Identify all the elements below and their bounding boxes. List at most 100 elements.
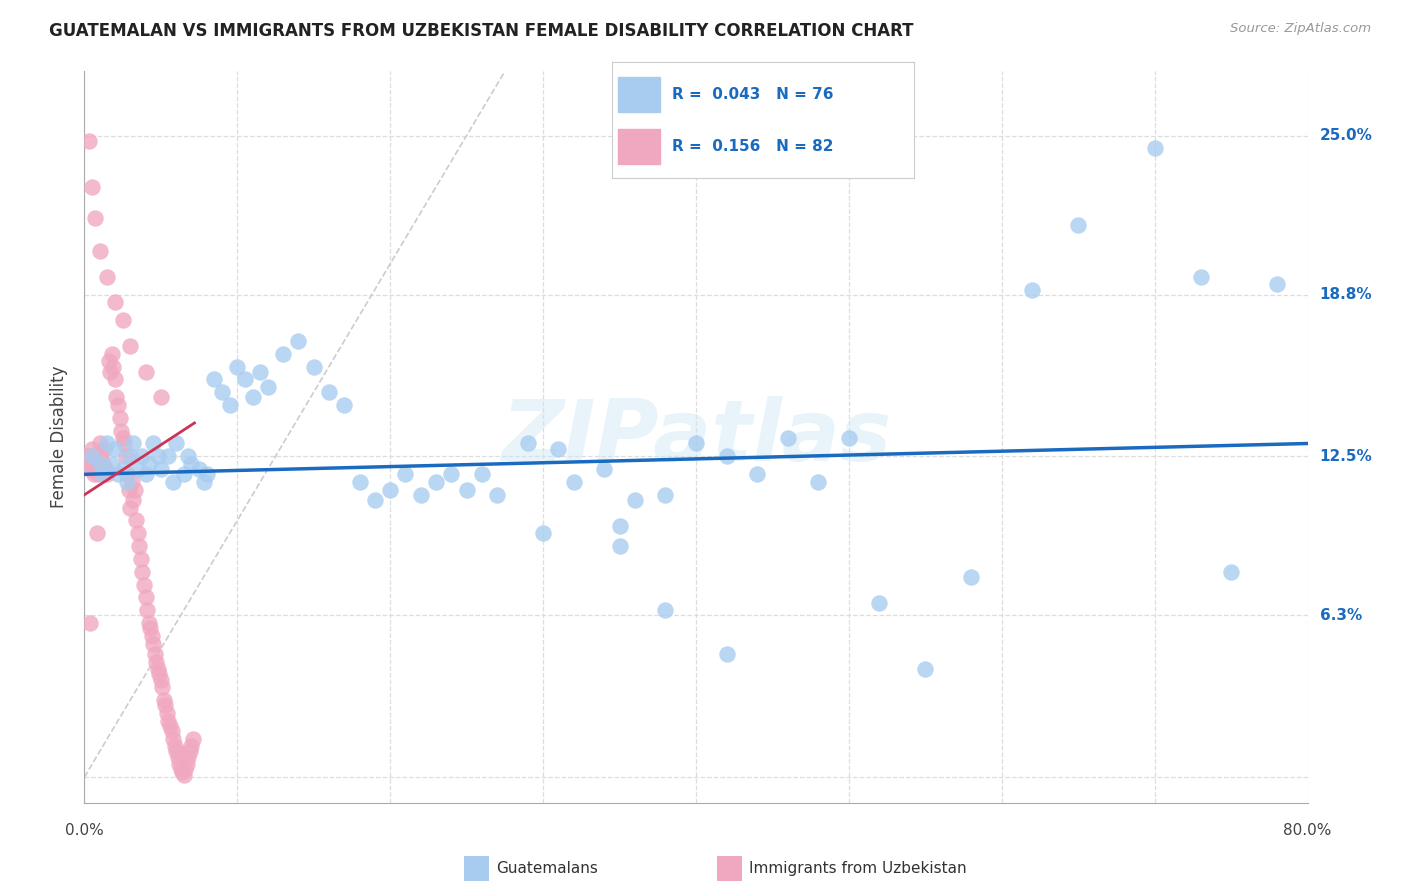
Point	[118, 483, 141, 497]
Point	[142, 436, 165, 450]
Text: 80.0%: 80.0%	[1284, 823, 1331, 838]
Point	[111, 313, 134, 327]
Point	[193, 475, 215, 489]
Point	[180, 457, 202, 471]
Point	[145, 655, 167, 669]
Point	[776, 431, 799, 445]
Point	[914, 662, 936, 676]
Point	[160, 723, 183, 738]
Point	[242, 390, 264, 404]
Point	[104, 442, 127, 456]
Point	[960, 570, 983, 584]
Point	[716, 450, 738, 464]
Point	[195, 467, 218, 482]
Point	[179, 744, 201, 758]
Point	[271, 346, 294, 360]
Point	[157, 450, 180, 464]
Point	[547, 442, 569, 456]
Text: Guatemalans: Guatemalans	[496, 862, 598, 876]
Point	[593, 462, 616, 476]
Point	[1265, 277, 1288, 292]
Point	[173, 467, 195, 482]
Point	[149, 462, 172, 476]
Point	[188, 462, 211, 476]
Point	[162, 475, 184, 489]
Point	[138, 616, 160, 631]
Point	[364, 492, 387, 507]
Point	[155, 698, 177, 713]
Point	[115, 467, 138, 482]
Point	[257, 380, 280, 394]
Point	[111, 462, 134, 476]
Text: 18.8%: 18.8%	[1320, 287, 1372, 302]
Point	[562, 475, 585, 489]
Point	[807, 475, 830, 489]
Point	[176, 757, 198, 772]
Point	[170, 763, 193, 777]
Point	[440, 467, 463, 482]
Point	[159, 719, 181, 733]
Point	[79, 462, 101, 476]
Y-axis label: Female Disability: Female Disability	[51, 366, 69, 508]
Point	[141, 629, 163, 643]
Point	[471, 467, 494, 482]
Point	[131, 450, 153, 464]
Point	[1021, 283, 1043, 297]
Point	[177, 450, 200, 464]
Point	[146, 450, 169, 464]
Point	[104, 295, 127, 310]
Point	[104, 372, 127, 386]
Point	[101, 346, 124, 360]
Point	[136, 603, 159, 617]
Point	[135, 365, 157, 379]
Text: 12.5%: 12.5%	[1320, 449, 1372, 464]
Point	[177, 749, 200, 764]
Bar	[617, 129, 659, 164]
Point	[165, 436, 187, 450]
Point	[609, 539, 631, 553]
Point	[105, 390, 128, 404]
Point	[716, 647, 738, 661]
Text: 25.0%: 25.0%	[1320, 128, 1372, 143]
Point	[124, 483, 146, 497]
Point	[380, 483, 402, 497]
Point	[654, 488, 676, 502]
Point	[80, 442, 103, 456]
Point	[120, 339, 142, 353]
Point	[125, 514, 148, 528]
Point	[96, 467, 118, 482]
Point	[108, 410, 131, 425]
Point	[96, 269, 118, 284]
Point	[287, 334, 309, 348]
Point	[89, 244, 111, 258]
Text: Source: ZipAtlas.com: Source: ZipAtlas.com	[1230, 22, 1371, 36]
Point	[333, 398, 356, 412]
Point	[838, 431, 860, 445]
Point	[86, 457, 108, 471]
Point	[89, 436, 111, 450]
Point	[89, 457, 111, 471]
Point	[167, 757, 190, 772]
Point	[202, 372, 225, 386]
Point	[249, 365, 271, 379]
Point	[122, 436, 145, 450]
Point	[120, 450, 142, 464]
Point	[98, 365, 121, 379]
Point	[685, 436, 707, 450]
Point	[516, 436, 538, 450]
Point	[157, 714, 180, 728]
Point	[211, 385, 233, 400]
Point	[135, 591, 157, 605]
Point	[97, 354, 120, 368]
Text: 6.3%: 6.3%	[1320, 608, 1362, 623]
Point	[111, 431, 134, 445]
Point	[162, 731, 184, 746]
Point	[1189, 269, 1212, 284]
Text: Immigrants from Uzbekistan: Immigrants from Uzbekistan	[749, 862, 967, 876]
Point	[302, 359, 325, 374]
Point	[409, 488, 432, 502]
Point	[869, 596, 891, 610]
Point	[1143, 141, 1166, 155]
Point	[80, 179, 103, 194]
Point	[76, 450, 98, 464]
